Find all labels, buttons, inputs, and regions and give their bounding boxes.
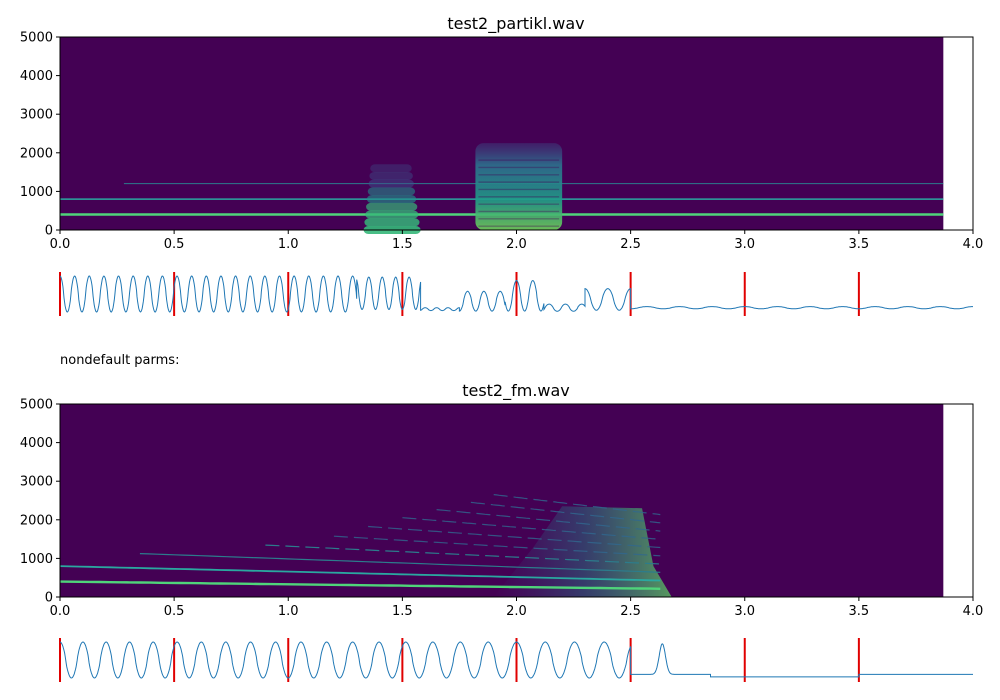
y-tick-label: 3000 bbox=[20, 108, 53, 123]
spectrogram-1-plot bbox=[60, 37, 944, 234]
spectral-burst bbox=[475, 143, 563, 230]
fm-harmonic bbox=[59, 565, 661, 582]
y-tick-label: 1000 bbox=[20, 185, 53, 200]
y-tick-label: 4000 bbox=[20, 69, 53, 84]
spectrogram-2-axes: 0.0 0.5 1.0 1.5 2.0 2.5 3.0 3.5 4.0 0 1000 2000 3000… bbox=[20, 398, 983, 620]
x-tick-label: 2.5 bbox=[620, 237, 641, 252]
x-tick-label: 1.5 bbox=[392, 237, 413, 252]
y-tick-label: 0 bbox=[45, 224, 53, 239]
spectral-band bbox=[366, 202, 418, 211]
y-tick-label: 1000 bbox=[20, 552, 53, 567]
y-tick-label: 3000 bbox=[20, 475, 53, 490]
x-tick-label: 3.5 bbox=[849, 237, 870, 252]
spectral-band bbox=[365, 210, 419, 219]
fm-harmonic bbox=[265, 544, 661, 565]
x-tick-label: 2.0 bbox=[506, 237, 527, 252]
spectrogram-1: test2_partikl.wav 0.0 0.5 1.0 1.5 2.0 2.5 3.0 3… bbox=[20, 14, 983, 252]
waveform-2 bbox=[59, 638, 973, 682]
x-tick-label: 0.0 bbox=[50, 237, 71, 252]
fm-harmonic bbox=[368, 525, 661, 549]
x-tick-label: 3.0 bbox=[734, 604, 755, 619]
fm-harmonic bbox=[402, 517, 661, 540]
x-tick-label: 1.0 bbox=[278, 604, 299, 619]
x-tick-label: 3.5 bbox=[849, 604, 870, 619]
x-tick-label: 1.0 bbox=[278, 237, 299, 252]
spectral-band bbox=[367, 187, 416, 196]
spectrogram-2-title: test2_fm.wav bbox=[462, 381, 570, 401]
x-tick-label: 2.0 bbox=[506, 604, 527, 619]
x-tick-label: 0.5 bbox=[164, 237, 185, 252]
spectrogram-1-title: test2_partikl.wav bbox=[447, 14, 584, 34]
spectrogram-background bbox=[60, 404, 944, 597]
spectral-band bbox=[369, 171, 413, 180]
y-tick-label: 4000 bbox=[20, 436, 53, 451]
fm-harmonic bbox=[470, 501, 661, 524]
spectrogram-2-plot bbox=[59, 404, 944, 597]
y-tick-label: 2000 bbox=[20, 513, 53, 528]
spectrogram-2: test2_fm.wav 0.0 0.5 1.0 1.5 2.0 2.5 3.0 3.5 4.0… bbox=[20, 381, 983, 619]
waveform-line bbox=[59, 641, 973, 679]
x-tick-label: 0.5 bbox=[164, 604, 185, 619]
x-tick-label: 3.0 bbox=[734, 237, 755, 252]
fm-harmonic bbox=[59, 580, 661, 590]
spectral-band bbox=[366, 195, 417, 204]
nondefault-parms-label: nondefault parms: bbox=[60, 353, 179, 368]
y-tick-label: 2000 bbox=[20, 146, 53, 161]
x-tick-label: 4.0 bbox=[963, 604, 984, 619]
fm-harmonic bbox=[436, 509, 661, 532]
fm-harmonic bbox=[493, 494, 661, 516]
x-tick-label: 1.5 bbox=[392, 604, 413, 619]
spectral-band bbox=[370, 164, 412, 173]
fm-harmonic bbox=[333, 535, 661, 557]
x-tick-label: 0.0 bbox=[50, 604, 71, 619]
y-tick-label: 5000 bbox=[20, 398, 53, 413]
x-tick-label: 2.5 bbox=[620, 604, 641, 619]
x-tick-label: 4.0 bbox=[963, 237, 984, 252]
spectral-band bbox=[364, 218, 420, 227]
spectrogram-1-axes: 0.0 0.5 1.0 1.5 2.0 2.5 3.0 3.5 4.0 0 1000 2000 3000… bbox=[20, 31, 983, 253]
y-tick-label: 0 bbox=[45, 591, 53, 606]
y-tick-label: 5000 bbox=[20, 31, 53, 46]
waveform-1 bbox=[59, 272, 973, 316]
fm-harmonic bbox=[139, 553, 661, 573]
spectral-band bbox=[368, 179, 414, 188]
waveform-line bbox=[59, 275, 973, 313]
